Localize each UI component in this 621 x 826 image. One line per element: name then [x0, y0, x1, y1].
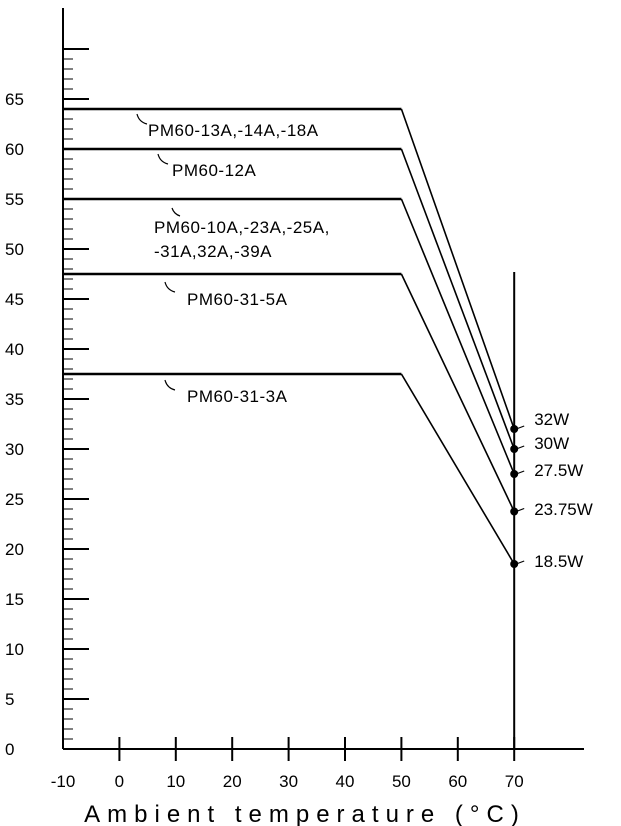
y-tick-label: 5	[5, 690, 14, 709]
x-tick-label: 70	[505, 772, 524, 791]
y-tick-label: 65	[5, 90, 24, 109]
series-labels: PM60-13A,-14A,-18A PM60-12A PM60-10A,-23A,…	[136, 113, 330, 406]
y-tick-label: 0	[5, 740, 14, 759]
series-label: PM60-31-3A	[187, 387, 288, 406]
x-tick-label: 10	[166, 772, 185, 791]
endpoint-markers: 32W 30W 27.5W 23.75W 18.5W	[510, 410, 593, 571]
endpoint-label: 18.5W	[534, 552, 583, 571]
series-line-slope	[400, 198, 515, 475]
endpoint-label: 30W	[534, 434, 569, 453]
endpoint-dot	[510, 560, 519, 568]
y-tick-label: 10	[5, 640, 24, 659]
x-tick-label: 20	[223, 772, 242, 791]
y-tick-label: 25	[5, 490, 24, 509]
series-label: PM60-12A	[172, 161, 256, 180]
label-leader	[164, 379, 176, 391]
y-tick-label: 45	[5, 290, 24, 309]
series-line-slope	[400, 373, 515, 565]
x-axis-title: Ambient temperature (°C)	[84, 801, 526, 826]
x-tick-label: 40	[336, 772, 355, 791]
endpoint-leader	[515, 560, 525, 565]
endpoint-dot	[510, 470, 519, 478]
endpoint-leader	[515, 425, 525, 430]
y-tick-label: 60	[5, 140, 24, 159]
tick-labels: 0 5 10 15 20 25 30 35 40 45 50 55 60 65 -10 0 10 20 30 40 50…	[5, 90, 524, 791]
series-lines	[63, 107, 515, 565]
series-label: -31A,32A,-39A	[154, 242, 272, 261]
endpoint-leader	[515, 445, 525, 450]
axes	[62, 8, 584, 750]
endpoint-leader	[515, 507, 525, 513]
endpoint-dot	[510, 445, 519, 453]
series-label: PM60-31-5A	[187, 290, 288, 309]
y-tick-label: 35	[5, 390, 24, 409]
axis-ticks	[63, 48, 516, 761]
x-tick-label: 50	[392, 772, 411, 791]
label-leader	[136, 113, 148, 125]
x-tick-label: 0	[115, 772, 124, 791]
y-tick-label: 15	[5, 590, 24, 609]
x-tick-label: 60	[448, 772, 467, 791]
label-leader	[171, 207, 181, 217]
x-tick-label: 30	[279, 772, 298, 791]
endpoint-label: 32W	[534, 410, 569, 429]
series-label: PM60-13A,-14A,-18A	[148, 121, 319, 140]
y-tick-label: 55	[5, 190, 24, 209]
endpoint-dot	[510, 425, 519, 433]
series-line-slope	[400, 108, 515, 430]
series-line-slope	[400, 148, 515, 450]
endpoint-label: 27.5W	[534, 461, 583, 480]
label-leader	[164, 281, 176, 293]
series-line-slope	[400, 273, 515, 512]
endpoint-dot	[510, 507, 519, 516]
endpoint-leader	[515, 470, 525, 475]
series-label: PM60-10A,-23A,-25A,	[154, 218, 330, 237]
x-tick-label: -10	[51, 772, 76, 791]
y-tick-label: 20	[5, 540, 24, 559]
label-leader	[157, 153, 169, 165]
y-tick-label: 50	[5, 240, 24, 259]
endpoint-label: 23.75W	[534, 500, 593, 519]
y-tick-label: 40	[5, 340, 24, 359]
y-tick-label: 30	[5, 440, 24, 459]
